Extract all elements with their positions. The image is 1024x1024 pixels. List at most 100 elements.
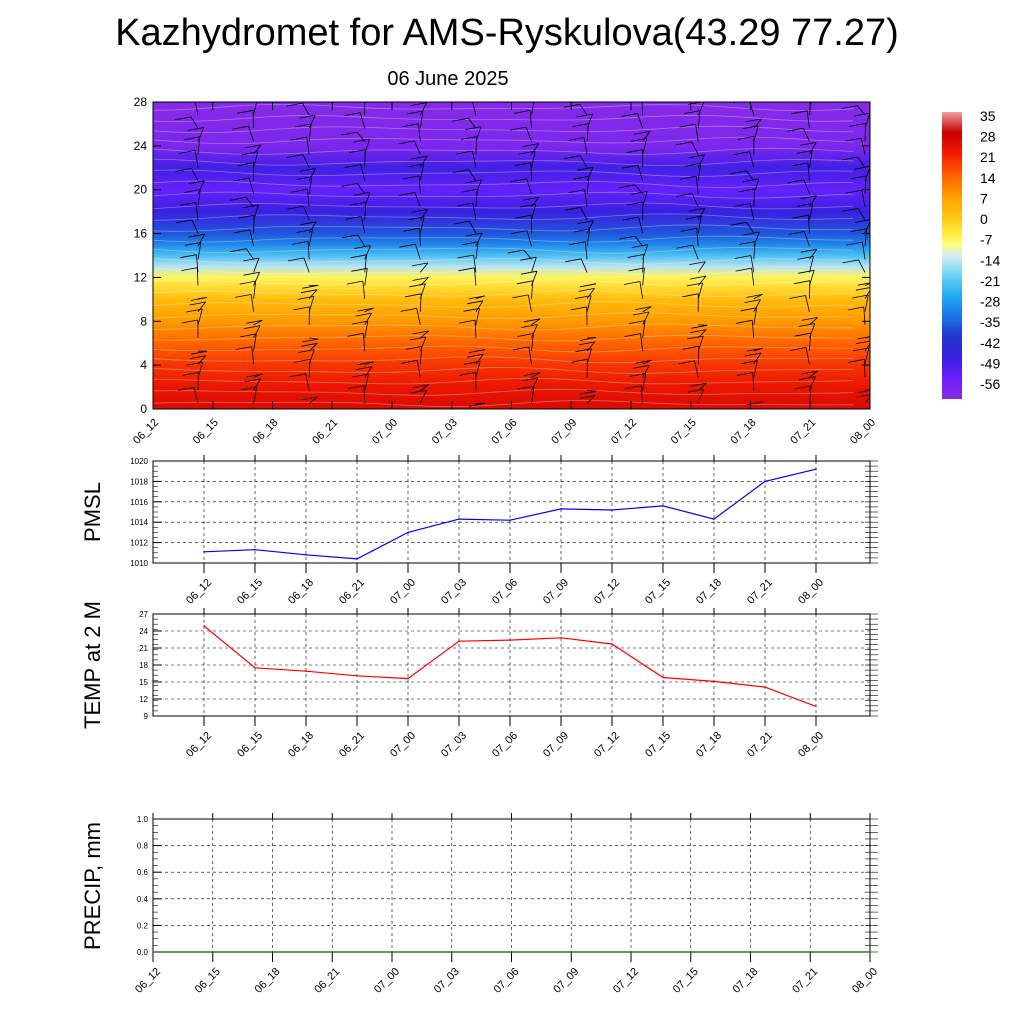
x-tick-label: 07_00 <box>372 966 402 996</box>
wind-barb <box>253 319 263 326</box>
wind-barb <box>195 202 199 221</box>
wind-barb-flag <box>798 269 815 274</box>
wind-barb-flag <box>240 333 257 338</box>
wind-barb <box>751 320 755 339</box>
wind-barb <box>420 277 429 286</box>
wind-barb <box>531 102 532 103</box>
wind-barb-flag <box>509 126 527 131</box>
wind-barb <box>363 385 366 404</box>
wind-barb <box>809 203 814 221</box>
wind-barb-flag <box>290 85 306 88</box>
wind-barb <box>809 248 818 260</box>
wind-barb <box>642 306 652 313</box>
wind-barb <box>526 178 532 194</box>
wind-barb <box>529 110 532 129</box>
contour-line <box>153 367 854 374</box>
wind-barb-flag <box>466 300 484 305</box>
wind-barb <box>809 317 818 326</box>
wind-barb-flag <box>512 294 529 299</box>
wind-barb <box>245 248 254 260</box>
wind-barb-flag <box>567 86 583 89</box>
wind-barb-flag <box>402 123 419 128</box>
data-point <box>407 531 409 534</box>
wind-barb-flag <box>676 244 693 249</box>
wind-barb <box>420 209 428 221</box>
wind-barb-flag <box>857 282 870 286</box>
x-tick-label: 07_18 <box>731 966 761 996</box>
wind-barb <box>474 320 477 338</box>
wind-barb <box>696 228 699 247</box>
wind-barb-flag <box>462 241 479 246</box>
wind-barb <box>697 382 707 391</box>
wind-barb-flag <box>564 206 581 211</box>
wind-barb <box>809 142 817 155</box>
wind-barb <box>809 270 815 286</box>
wind-barb-flag <box>400 308 417 312</box>
x-tick-label: 07_06 <box>492 966 522 996</box>
wind-barb-flag <box>507 249 524 254</box>
wind-barb <box>586 341 596 352</box>
pmsl-panel: 1010 1012 1014 1016 1018 1020 06_12 06_15 06_18 0… <box>80 455 878 607</box>
colorbar-label: -21 <box>980 273 1000 289</box>
wind-barb <box>357 234 366 247</box>
wind-barb-flag <box>299 114 316 119</box>
wind-barb-flag <box>407 163 424 168</box>
wind-barb-flag <box>293 306 310 311</box>
colorbar-gradient <box>942 112 962 399</box>
wind-barb <box>303 206 310 221</box>
data-point <box>254 667 256 669</box>
wind-barb-flag <box>405 293 422 298</box>
wind-barb <box>248 126 254 142</box>
wind-barb-flag <box>685 215 702 220</box>
y-tick-label: 9 <box>144 712 149 721</box>
wind-barb-flag <box>401 359 418 364</box>
wind-barb-flag <box>675 141 692 146</box>
data-point <box>152 951 154 953</box>
x-tick-label: 07_00 <box>388 577 418 607</box>
wind-barb <box>640 333 644 352</box>
wind-barb-flag <box>842 259 859 264</box>
wind-barb <box>475 308 480 325</box>
precip-panel: 0.0 0.2 0.4 0.6 0.8 1.0 06_12 06_15 06_18 06_21 07… <box>80 813 880 996</box>
wind-barb <box>753 231 760 247</box>
wind-barb <box>197 127 205 142</box>
wind-barb <box>642 365 650 378</box>
wind-barb-flag <box>460 136 477 140</box>
wind-barb-flag <box>746 401 763 406</box>
data-point <box>458 518 460 520</box>
x-tick-label: 07_06 <box>490 417 520 447</box>
wind-barb-flag <box>301 342 318 347</box>
data-point <box>809 951 812 953</box>
wind-barb <box>308 396 318 404</box>
wind-barb-flag <box>841 105 858 109</box>
wind-barb-flag <box>794 332 811 337</box>
wind-barb-flag <box>737 136 755 140</box>
wind-barb-flag <box>457 254 474 259</box>
wind-barb-flag <box>852 347 869 352</box>
x-tick-label: 07_15 <box>643 730 673 760</box>
x-tick-label: 07_12 <box>611 966 641 996</box>
wind-barb <box>858 259 866 273</box>
wind-barb-flag <box>736 372 753 376</box>
wind-barb <box>526 230 532 247</box>
wind-barb-flag <box>800 142 817 146</box>
wind-barb-flag <box>569 241 586 246</box>
wind-barb <box>308 296 315 312</box>
wind-barb-flag <box>244 378 261 383</box>
wind-barb-flag <box>398 140 415 145</box>
wind-barb <box>809 102 810 103</box>
wind-barb <box>753 307 758 325</box>
wind-barb-flag <box>742 178 759 183</box>
wind-barb <box>253 378 261 391</box>
wind-barb <box>809 385 812 404</box>
wind-barb-flag <box>627 254 644 258</box>
wind-barb <box>586 176 590 194</box>
wind-barb-flag <box>795 385 812 390</box>
contour-line <box>153 246 854 254</box>
wind-barb <box>197 189 201 207</box>
wind-barb <box>249 229 254 247</box>
data-point <box>560 508 562 510</box>
y-tick-label: 0.6 <box>137 868 149 877</box>
wind-barb-flag <box>245 91 261 94</box>
